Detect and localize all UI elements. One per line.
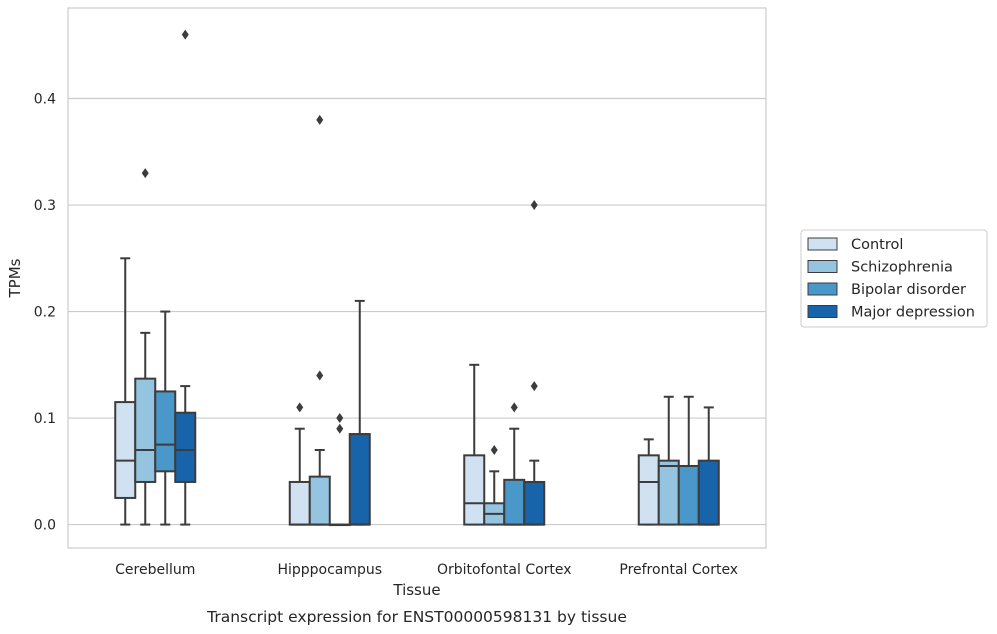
plot-area bbox=[114, 29, 720, 527]
box-iqr bbox=[463, 454, 486, 526]
legend: Control Schizophrenia Bipolar disorder Majo… bbox=[800, 229, 988, 328]
box-iqr bbox=[503, 478, 526, 526]
box-control bbox=[114, 257, 137, 526]
box-iqr bbox=[154, 390, 177, 473]
outlier-point bbox=[336, 423, 344, 434]
outlier-point bbox=[530, 381, 538, 392]
x-tick-label: Hipppocampus bbox=[277, 562, 382, 578]
y-tick-label: 0.3 bbox=[34, 198, 56, 214]
box-bipolar-disorder bbox=[503, 402, 526, 526]
outlier-point bbox=[181, 29, 189, 40]
legend-label: Schizophrenia bbox=[851, 260, 953, 276]
outlier-point bbox=[296, 402, 304, 413]
box-bipolar-disorder bbox=[677, 395, 700, 526]
legend-label: Major depression bbox=[851, 305, 975, 321]
legend-label: Bipolar disorder bbox=[851, 282, 966, 298]
outlier-point bbox=[141, 168, 149, 179]
box-major-depression bbox=[174, 29, 197, 526]
box-control bbox=[463, 363, 486, 526]
plot-frame bbox=[67, 7, 767, 549]
box-major-depression bbox=[697, 406, 720, 526]
x-tick-label: Cerebellum bbox=[115, 562, 195, 578]
y-tick-label: 0.1 bbox=[34, 411, 56, 427]
box-control bbox=[637, 438, 660, 526]
x-tick-label: Prefrontal Cortex bbox=[619, 562, 738, 578]
legend-swatch bbox=[807, 260, 838, 273]
chart-caption: Transcript expression for ENST0000059813… bbox=[206, 608, 627, 626]
box-schizophrenia bbox=[308, 114, 331, 526]
box-major-depression bbox=[523, 200, 546, 526]
y-tick-label: 0.4 bbox=[34, 92, 56, 108]
outlier-point bbox=[530, 200, 538, 211]
box-iqr bbox=[348, 433, 371, 526]
box-iqr bbox=[677, 464, 700, 526]
box-iqr bbox=[697, 459, 720, 526]
box-bipolar-disorder bbox=[154, 310, 177, 526]
x-axis-ticks: Cerebellum Hipppocampus Orbitofontal Corte… bbox=[115, 562, 738, 578]
legend-swatch bbox=[807, 237, 838, 251]
y-tick-label: 0.2 bbox=[34, 305, 56, 321]
legend-frame bbox=[800, 229, 988, 328]
box-iqr bbox=[308, 475, 331, 526]
box-control bbox=[288, 402, 311, 526]
box-iqr bbox=[174, 411, 197, 483]
outlier-point bbox=[316, 370, 324, 381]
box-iqr bbox=[523, 480, 546, 526]
box-schizophrenia bbox=[134, 168, 157, 526]
outlier-point bbox=[316, 114, 324, 125]
box-iqr bbox=[114, 401, 137, 499]
box-iqr bbox=[288, 480, 311, 526]
box-iqr bbox=[134, 377, 157, 483]
box-schizophrenia bbox=[483, 445, 506, 526]
outlier-point bbox=[510, 402, 518, 413]
outlier-point bbox=[336, 413, 344, 424]
box-iqr bbox=[637, 454, 660, 526]
y-tick-label: 0.0 bbox=[34, 518, 56, 534]
x-axis-label: Tissue bbox=[392, 581, 440, 599]
legend-swatch bbox=[807, 282, 838, 296]
y-axis-label: TPMs bbox=[6, 258, 24, 298]
box-schizophrenia bbox=[657, 395, 680, 526]
legend-label: Control bbox=[851, 237, 903, 253]
box-bipolar-disorder bbox=[328, 413, 351, 527]
box-iqr bbox=[657, 459, 680, 526]
box-major-depression bbox=[348, 299, 371, 526]
legend-swatch bbox=[807, 305, 838, 318]
outlier-point bbox=[490, 445, 498, 456]
y-axis-ticks: 0.0 0.1 0.2 0.3 0.4 bbox=[34, 92, 56, 534]
x-tick-label: Orbitofontal Cortex bbox=[437, 562, 572, 578]
